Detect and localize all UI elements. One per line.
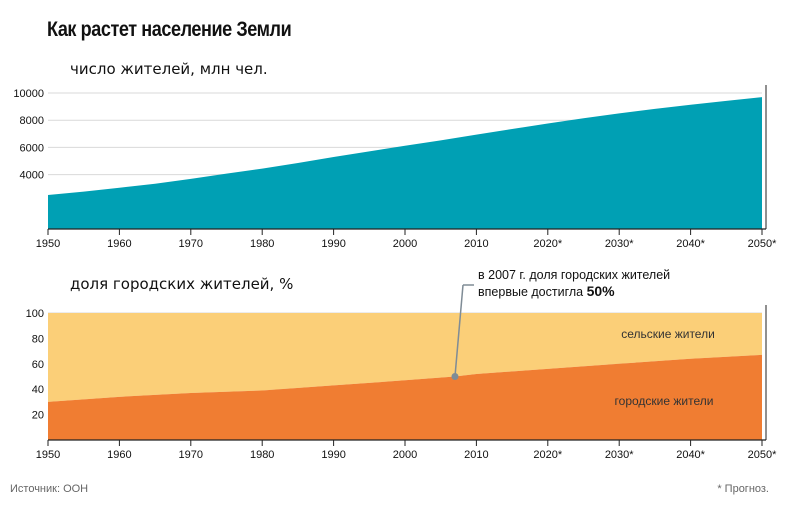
y-tick-label: 100 [26, 308, 44, 320]
x-tick-label: 1990 [321, 449, 345, 461]
x-tick-label: 1970 [179, 238, 203, 250]
rural-series-label: сельские жители [621, 327, 715, 341]
y-tick-label: 20 [32, 410, 44, 422]
x-tick-label: 1950 [36, 238, 60, 250]
x-tick-label: 1960 [107, 238, 131, 250]
x-tick-label: 1970 [179, 449, 203, 461]
annotation-text-line1: в 2007 г. доля городских жителей [478, 268, 670, 282]
forecast-footnote: * Прогноз. [717, 483, 769, 495]
x-tick-label: 1980 [250, 238, 274, 250]
y-tick-label: 60 [32, 359, 44, 371]
source-note: Источник: ООН [10, 483, 89, 495]
x-tick-label: 2030* [605, 449, 634, 461]
x-tick-label: 1980 [250, 449, 274, 461]
x-tick-label: 2050* [748, 238, 777, 250]
x-tick-label: 2000 [393, 449, 417, 461]
y-tick-label: 80 [32, 333, 44, 345]
rural-series-area [48, 313, 762, 402]
chart-title: Как растет население Земли [47, 18, 292, 41]
y-tick-label: 4000 [20, 170, 44, 182]
annotation-leader-line [454, 284, 464, 377]
population-chart-title: число жителей, млн чел. [70, 60, 268, 78]
urban-series-area [48, 354, 762, 440]
x-tick-label: 2030* [605, 238, 634, 250]
x-tick-label: 2020* [533, 449, 562, 461]
x-tick-label: 2000 [393, 238, 417, 250]
annotation-highlight: 50% [587, 283, 616, 299]
annotation-point [451, 373, 459, 380]
y-tick-label: 40 [32, 384, 44, 396]
y-tick-label: 10000 [13, 88, 44, 100]
x-tick-label: 1960 [107, 449, 131, 461]
x-tick-label: 2040* [676, 238, 705, 250]
x-tick-label: 2010 [464, 238, 488, 250]
urban-share-chart-title: доля городских жителей, % [70, 275, 294, 293]
population-series-area [48, 97, 762, 229]
x-tick-label: 2020* [533, 238, 562, 250]
y-tick-label: 8000 [20, 115, 44, 127]
urban-series-label: городские жители [615, 394, 714, 408]
x-tick-label: 2010 [464, 449, 488, 461]
y-tick-label: 6000 [20, 142, 44, 154]
x-tick-label: 2050* [748, 449, 777, 461]
population-chart: 4000 6000 8000 10000 1950 1960 1970 1980 1990 200… [13, 85, 777, 250]
x-tick-label: 1950 [36, 449, 60, 461]
urban-share-chart: 20 40 60 80 100 1950 1960 1970 1980 1990 2000 2010 2… [26, 268, 777, 461]
x-tick-label: 2040* [676, 449, 705, 461]
x-tick-label: 1990 [321, 238, 345, 250]
annotation-text-line2: впервые достигла 50% [478, 283, 615, 299]
